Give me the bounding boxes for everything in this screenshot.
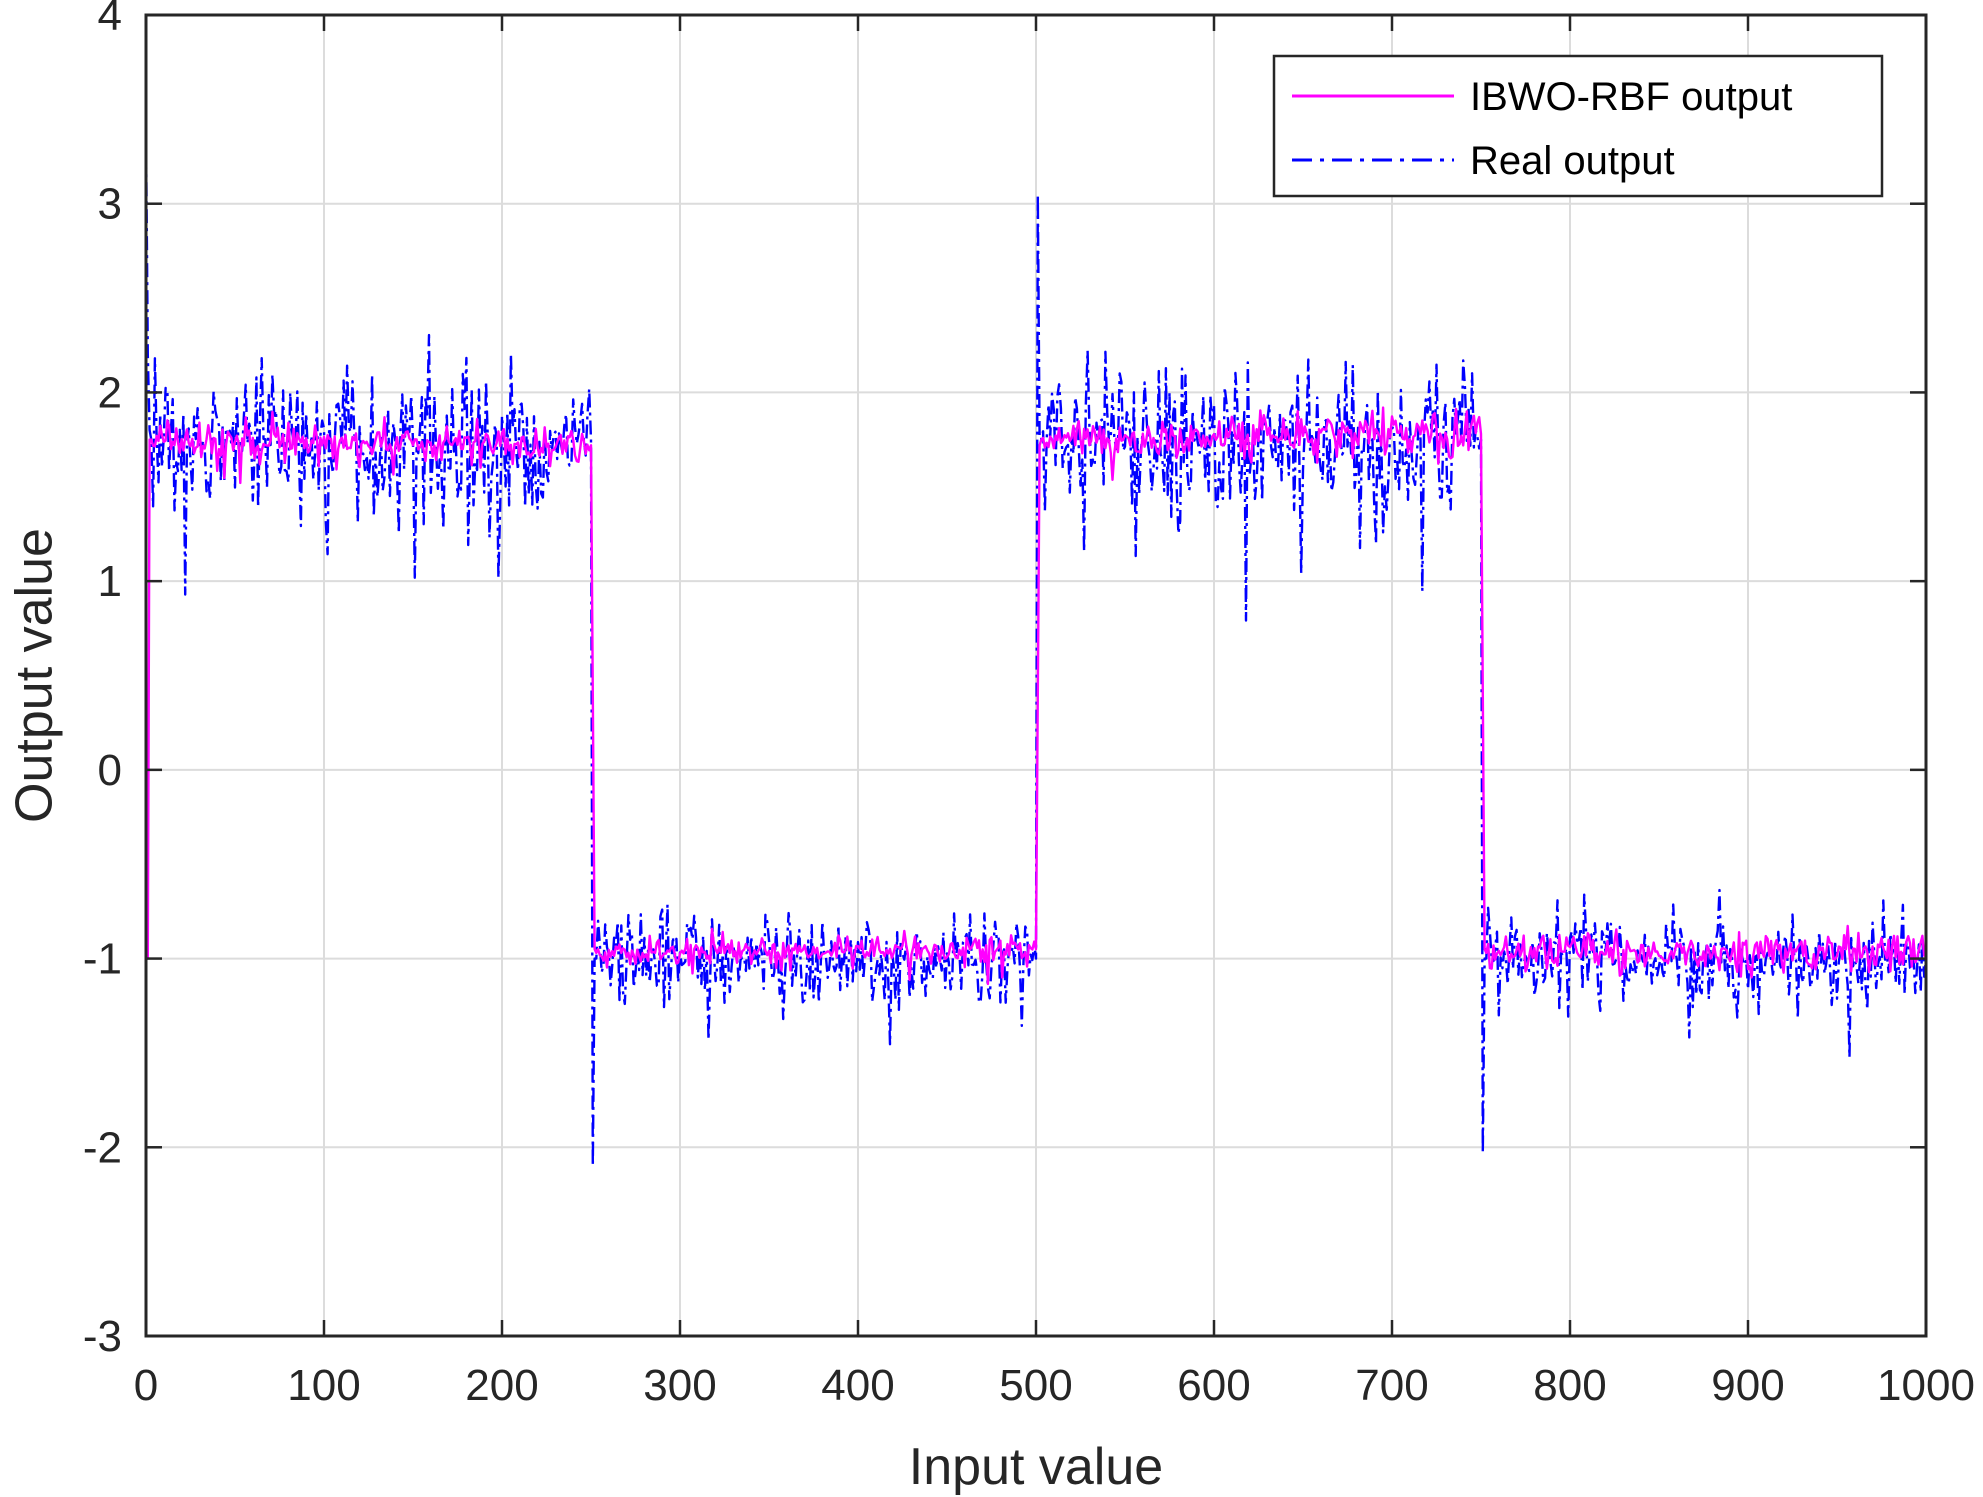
ticks: 0 100 200 300 400 500 600 700 800 900 1000 -3 -2 -1 0 1… xyxy=(83,0,1975,1410)
x-tick-label: 0 xyxy=(134,1361,158,1410)
x-tick-label: 300 xyxy=(643,1361,716,1410)
x-tick-label: 200 xyxy=(465,1361,538,1410)
y-axis-title: Output value xyxy=(6,528,64,823)
x-tick-label: 400 xyxy=(821,1361,894,1410)
y-tick-label: 3 xyxy=(98,180,122,229)
y-tick-label: 4 xyxy=(98,0,122,40)
x-tick-label: 600 xyxy=(1177,1361,1250,1410)
legend-box xyxy=(1272,54,1884,198)
x-tick-label: 100 xyxy=(287,1361,360,1410)
legend: IBWO-RBF output Real output xyxy=(1272,54,1884,198)
x-tick-label: 900 xyxy=(1711,1361,1784,1410)
y-tick-label: 1 xyxy=(98,557,122,606)
legend-label-ibwo-rbf-output: IBWO-RBF output xyxy=(1470,75,1792,119)
legend-label-real-output: Real output xyxy=(1470,139,1675,183)
x-tick-label: 500 xyxy=(999,1361,1072,1410)
y-tick-label: -2 xyxy=(83,1123,122,1172)
x-axis-title: Input value xyxy=(909,1438,1163,1496)
y-tick-label: 2 xyxy=(98,368,122,417)
x-tick-label: 1000 xyxy=(1877,1361,1975,1410)
series-line-ibwo-rbf-output xyxy=(146,406,1928,986)
y-tick-label: 0 xyxy=(98,746,122,795)
x-tick-label: 800 xyxy=(1533,1361,1606,1410)
x-tick-label: 700 xyxy=(1355,1361,1428,1410)
y-tick-label: -3 xyxy=(83,1312,122,1361)
series-layer xyxy=(144,128,1928,1168)
series-line-real-output xyxy=(144,128,1928,1168)
y-tick-label: -1 xyxy=(83,935,122,984)
